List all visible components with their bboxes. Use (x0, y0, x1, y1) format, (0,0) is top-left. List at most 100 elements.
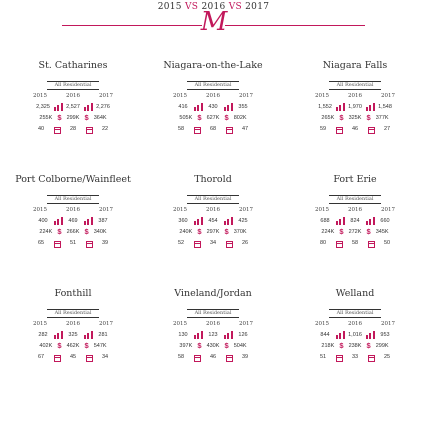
price-row-value: 802K (233, 115, 247, 121)
sales-row-value: 454 (208, 218, 218, 224)
logo-divider-left (62, 25, 202, 26)
year-label: 2015 (173, 93, 187, 99)
dom-row-value: 65 (37, 240, 45, 246)
bar-chart-icon (365, 103, 375, 111)
city-name: Fort Erie (333, 174, 377, 185)
dollar-icon: $ (339, 341, 344, 350)
calendar-icon (367, 240, 375, 248)
sales-row-value: 360 (178, 218, 188, 224)
dollar-icon: $ (84, 341, 89, 350)
dom-row-value: 51 (319, 354, 327, 360)
city-card: Niagara-on-the-Lake All Residential 2015 20… (143, 60, 283, 170)
header-title: 2015 VS 2016 VS 2017 (0, 2, 427, 12)
year-label: 2015 (315, 207, 329, 213)
dollar-icon: $ (224, 113, 229, 122)
calendar-icon (193, 126, 201, 134)
dom-row: 58 68 47 (143, 125, 283, 134)
city-name: Thorold (194, 174, 232, 185)
sales-row-value: 953 (380, 332, 390, 338)
dom-row-value: 45 (69, 354, 77, 360)
price-row-value: 402K (39, 343, 53, 349)
sales-row-value: 469 (68, 218, 78, 224)
calendar-icon (225, 354, 233, 362)
sales-row: 844 1,016 953 (285, 331, 425, 339)
price-row: 505K $627K $802K (143, 114, 283, 122)
calendar-icon (85, 354, 93, 362)
dom-row-value: 47 (241, 126, 249, 132)
dollar-icon: $ (366, 113, 371, 122)
sales-row: 2,325 2,527 2,276 (3, 103, 143, 111)
dom-row: 58 46 39 (143, 353, 283, 362)
dollar-icon: $ (224, 227, 229, 236)
year-row: 2015 2016 2017 (3, 93, 143, 100)
year-label: 2015 (33, 93, 47, 99)
calendar-icon (225, 240, 233, 248)
category-label: All Residential (328, 81, 382, 90)
city-card: St. Catharines All Residential 2015 2016 201… (3, 60, 143, 170)
price-row: 218K $238K $299K (285, 342, 425, 350)
dom-row-value: 22 (101, 126, 109, 132)
year-row: 2015 2016 2017 (143, 93, 283, 100)
price-row-value: 397K (179, 343, 193, 349)
sales-row-value: 824 (350, 218, 360, 224)
sales-row-value: 126 (238, 332, 248, 338)
year-label: 2017 (239, 93, 253, 99)
dom-row-value: 25 (383, 354, 391, 360)
sales-row-value: 2,325 (36, 104, 50, 110)
header: 2015 VS 2016 VS 2017 M (0, 0, 427, 36)
sales-row-value: 1,970 (348, 104, 362, 110)
dom-row-value: 34 (209, 240, 217, 246)
price-row-value: 224K (321, 229, 335, 235)
year-row: 2015 2016 2017 (3, 321, 143, 328)
year-row: 2015 2016 2017 (285, 207, 425, 214)
calendar-icon (193, 240, 201, 248)
dollar-icon: $ (197, 113, 202, 122)
year-2017: 2017 (245, 2, 270, 12)
dom-row-value: 40 (37, 126, 45, 132)
bar-chart-icon (335, 331, 345, 339)
calendar-icon (335, 126, 343, 134)
dollar-icon: $ (366, 341, 371, 350)
year-2016: 2016 (201, 2, 226, 12)
price-row-value: 299K (66, 115, 80, 121)
sales-row-value: 1,548 (378, 104, 392, 110)
city-name: Vineland/Jordan (174, 288, 252, 299)
city-card: Fonthill All Residential 2015 2016 2017 282 32… (3, 288, 143, 398)
city-name: Niagara Falls (322, 60, 388, 71)
bar-chart-icon (193, 331, 203, 339)
price-row-value: 272K (348, 229, 362, 235)
dom-row-value: 39 (101, 240, 109, 246)
year-label: 2015 (173, 321, 187, 327)
year-label: 2017 (381, 93, 395, 99)
sales-row: 416 430 355 (143, 103, 283, 111)
year-label: 2015 (315, 321, 329, 327)
price-row: 224K $266K $340K (3, 228, 143, 236)
dom-row-value: 51 (69, 240, 77, 246)
sales-row-value: 688 (320, 218, 330, 224)
price-row-value: 462K (66, 343, 80, 349)
dom-row-value: 52 (177, 240, 185, 246)
price-row-value: 345K (375, 229, 389, 235)
price-row-value: 265K (321, 115, 335, 121)
sales-row-value: 1,016 (348, 332, 362, 338)
sales-row: 688 824 660 (285, 217, 425, 225)
dom-row-value: 26 (241, 240, 249, 246)
sales-row: 130 123 126 (143, 331, 283, 339)
price-row-value: 505K (179, 115, 193, 121)
sales-row-value: 282 (38, 332, 48, 338)
bar-chart-icon (193, 103, 203, 111)
sales-row-value: 425 (238, 218, 248, 224)
price-row: 397K $430K $504K (143, 342, 283, 350)
sales-row-value: 400 (38, 218, 48, 224)
price-row-value: 364K (93, 115, 107, 121)
year-2015: 2015 (157, 2, 182, 12)
category-label: All Residential (186, 81, 240, 90)
year-row: 2015 2016 2017 (3, 207, 143, 214)
sales-row: 282 325 281 (3, 331, 143, 339)
year-row: 2015 2016 2017 (285, 93, 425, 100)
vs-label: VS (185, 2, 199, 12)
sales-row-value: 123 (208, 332, 218, 338)
dollar-icon: $ (57, 113, 62, 122)
dollar-icon: $ (57, 227, 62, 236)
price-row-value: 224K (39, 229, 53, 235)
